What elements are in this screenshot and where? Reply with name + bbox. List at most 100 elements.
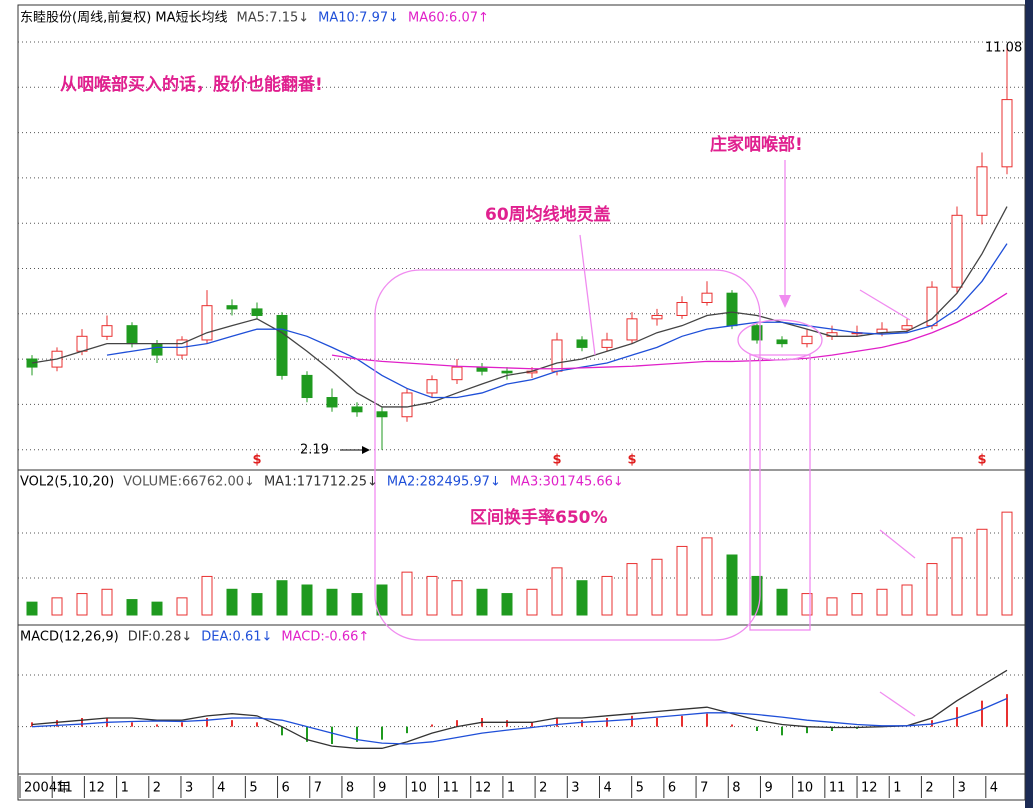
date-label: 3 [958, 781, 966, 796]
candle-body [626, 318, 638, 341]
date-label: 6 [282, 781, 290, 796]
candle-body [776, 339, 788, 345]
date-label: 2 [539, 781, 547, 796]
arrow [859, 289, 911, 321]
date-label: 12 [475, 781, 492, 796]
date-label: 1 [893, 781, 901, 796]
candle-body [226, 305, 238, 310]
volume-bar [376, 584, 388, 616]
volume-bar [951, 537, 963, 616]
candle-body [701, 292, 713, 303]
candle-body [801, 335, 813, 345]
volume-bar [476, 588, 488, 616]
overlay [340, 160, 916, 717]
candle-body [376, 411, 388, 418]
candle-body [751, 325, 763, 341]
arrow [879, 529, 916, 559]
legend-label: MA10:7.97↓ [318, 11, 399, 26]
legend-label: MA5:7.15↓ [237, 11, 310, 26]
legend-label: MACD:-0.66↑ [281, 630, 369, 645]
volume-bar [276, 580, 288, 616]
candle-body [351, 406, 363, 413]
volume-bar [76, 593, 88, 616]
candle-body [401, 392, 413, 418]
legend-label: MA3:301745.66↓ [510, 475, 624, 490]
volume-bar [776, 588, 788, 616]
arrow [579, 234, 596, 356]
arrow [879, 691, 916, 717]
candle-body [726, 292, 738, 327]
candle-body [651, 314, 663, 320]
volume-bar [926, 563, 938, 616]
date-label: 7 [700, 781, 708, 796]
date-label: 1 [121, 781, 129, 796]
candle-body [976, 166, 988, 216]
date-label: 6 [668, 781, 676, 796]
volume-bar [501, 593, 513, 616]
candle-body [601, 339, 613, 348]
date-label: 4 [217, 781, 225, 796]
date-label: 9 [764, 781, 772, 796]
low-label: 2.19 [300, 443, 329, 458]
volume-bar [726, 554, 738, 616]
legend-label: MACD(12,26,9) [20, 630, 119, 645]
date-label: 2004年 [24, 781, 70, 796]
legend-label: MA60:6.07↑ [408, 11, 489, 26]
date-label: 8 [732, 781, 740, 796]
ma-line [331, 292, 1008, 370]
date-label: 2 [925, 781, 933, 796]
volume-bar [1001, 511, 1013, 616]
arrow-head [779, 295, 791, 308]
volume-bar [701, 537, 713, 616]
legend-label: MA1:171712.25↓ [264, 475, 378, 490]
marks [26, 44, 1013, 749]
candle-body [901, 325, 913, 330]
candle-body [426, 379, 438, 394]
side-strip [1025, 0, 1033, 808]
legend-label: VOL2(5,10,20) [20, 475, 114, 490]
highlight-box [374, 269, 761, 641]
date-label: 4 [603, 781, 611, 796]
date-label: 11 [56, 781, 73, 796]
volume-bar [601, 575, 613, 616]
volume-bar [551, 567, 563, 616]
volume-bar [626, 563, 638, 616]
macd-line [31, 669, 1008, 749]
candle-body [551, 339, 563, 372]
volume-bar [826, 597, 838, 616]
annotation: 区间换手率650% [470, 507, 608, 528]
candle-body [276, 314, 288, 376]
candle-body [151, 343, 163, 356]
candle-body [501, 370, 513, 374]
date-label: 12 [88, 781, 105, 796]
date-label: 9 [378, 781, 386, 796]
frame [17, 4, 1026, 801]
date-label: 7 [314, 781, 322, 796]
date-label: 12 [861, 781, 878, 796]
legend-label: DEA:0.61↓ [201, 630, 272, 645]
date-label: 5 [249, 781, 257, 796]
annotation: 从咽喉部买入的话，股价也能翻番! [60, 74, 323, 95]
signal-marker: $ [977, 453, 986, 468]
volume-bar [426, 575, 438, 616]
volume-bar [226, 588, 238, 616]
volume-bar [801, 593, 813, 616]
signal-marker: $ [252, 453, 261, 468]
candle-body [451, 366, 463, 381]
volume-bar [401, 571, 413, 616]
candle-body [951, 214, 963, 288]
volume-bar [901, 584, 913, 616]
volume-bar [876, 588, 888, 616]
date-label: 10 [410, 781, 427, 796]
candle-body [126, 325, 138, 345]
volume-bar [326, 588, 338, 616]
date-label: 4 [990, 781, 998, 796]
volume-bar [751, 575, 763, 616]
volume-bar [526, 588, 538, 616]
candle-body [326, 397, 338, 408]
candle-body [576, 339, 588, 348]
date-label: 11 [829, 781, 846, 796]
date-label: 8 [346, 781, 354, 796]
volume-bar [101, 588, 113, 616]
